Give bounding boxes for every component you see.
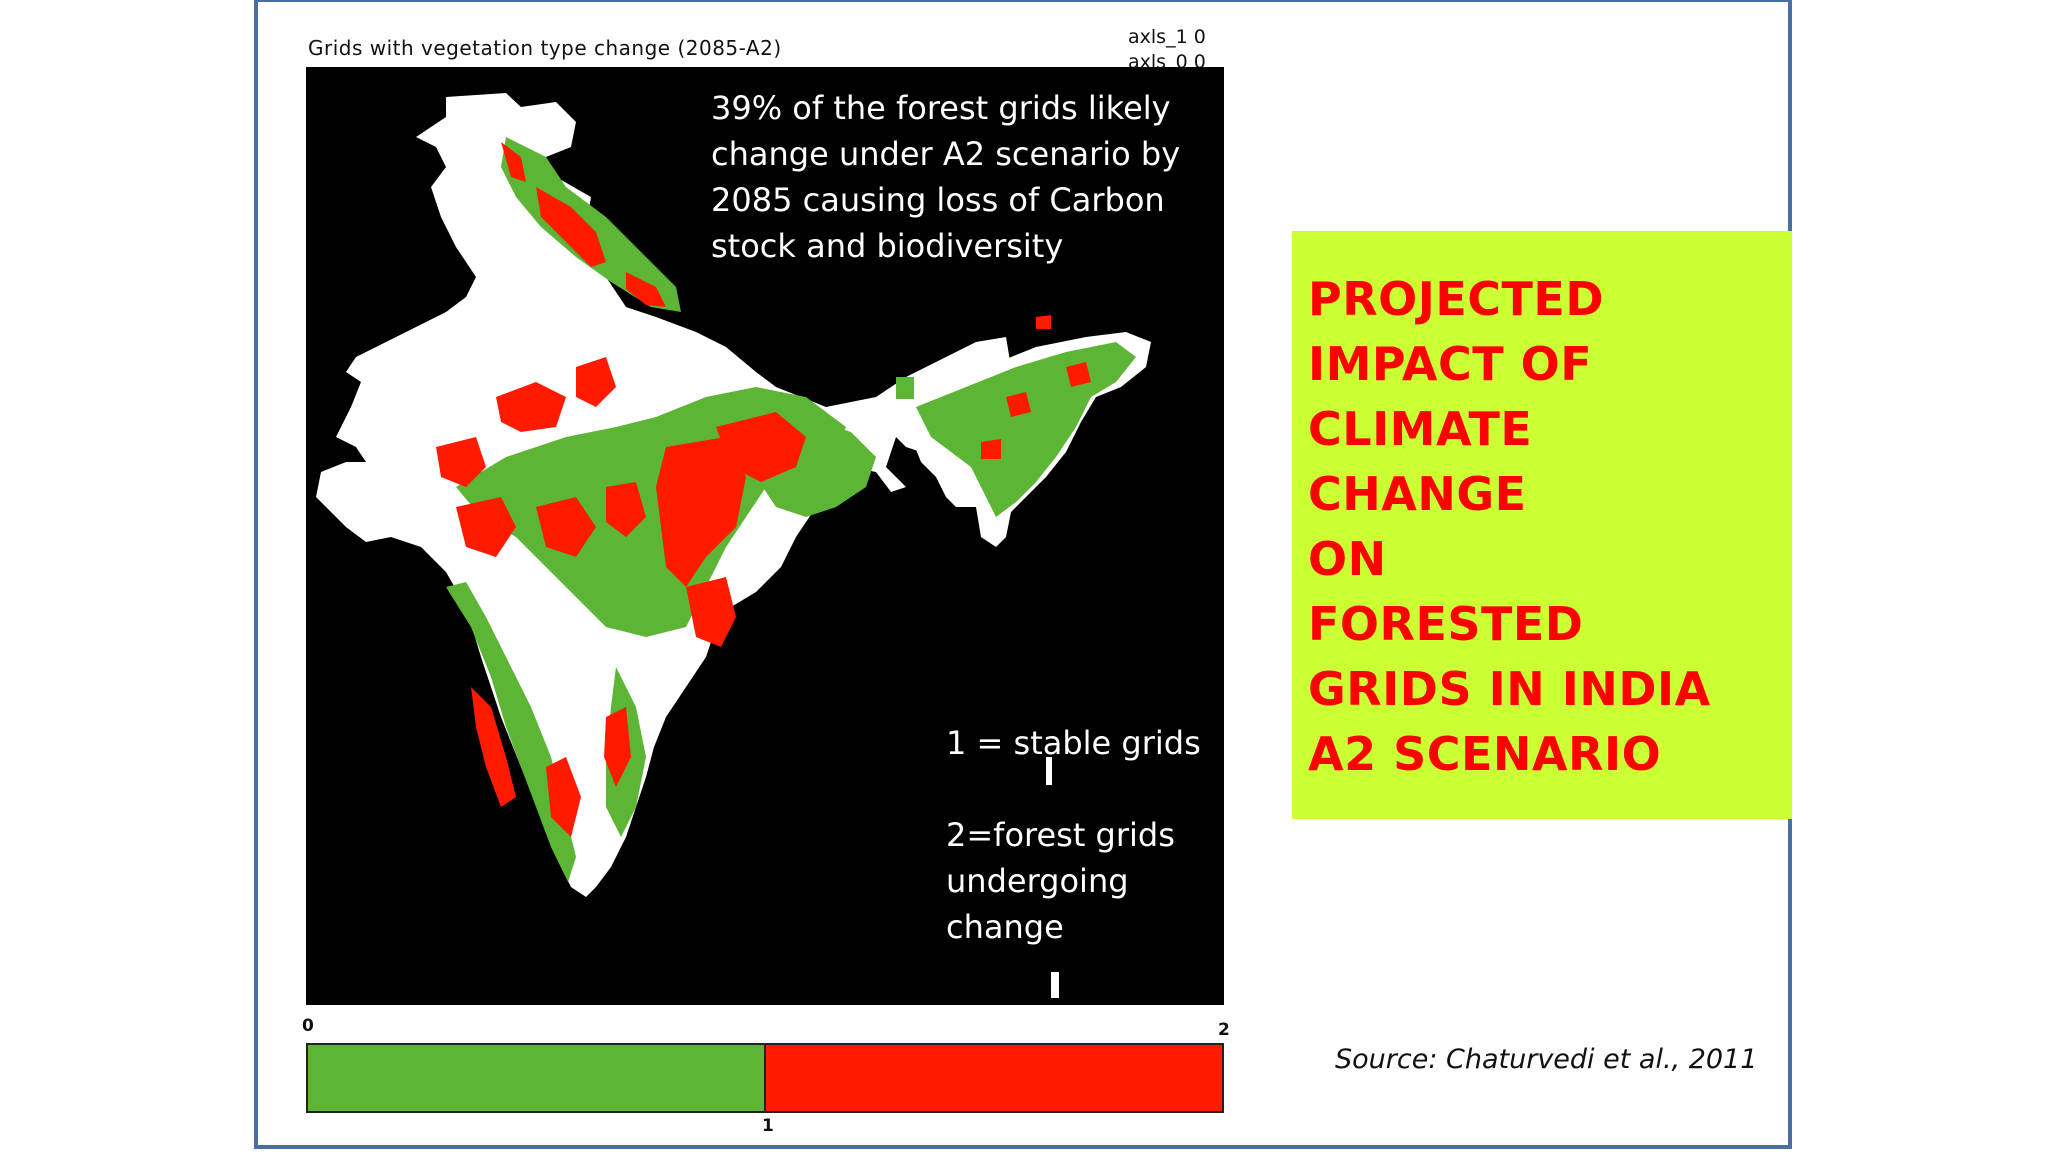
himalaya-green [501, 137, 681, 312]
island-2 [1051, 972, 1059, 998]
scale-tick-min: 0 [302, 1016, 314, 1036]
northeast-outlier [896, 377, 914, 399]
india-map-graphic [316, 93, 1151, 998]
central-red-4 [656, 437, 746, 587]
legend-key-stable: 1 = stable grids [946, 724, 1201, 762]
south-red-1 [546, 757, 581, 837]
central-red-6 [456, 497, 516, 557]
himalaya-red-3 [626, 272, 666, 307]
scale-change-segment [766, 1045, 1222, 1111]
scale-stable-segment [308, 1045, 766, 1111]
central-red-8 [606, 482, 646, 537]
central-red-3 [576, 357, 616, 407]
map-annotation: 39% of the forest grids likely change un… [711, 89, 1181, 265]
axis-label-2: axls_0 0 [1128, 51, 1206, 67]
northeast-red-2 [1066, 362, 1091, 387]
india-vegetation-map: 39% of the forest grids likely change un… [306, 67, 1224, 1005]
west-ghats-red [471, 687, 516, 807]
central-red-2 [496, 382, 566, 432]
central-red-5 [686, 577, 736, 647]
northeast-red-4 [1036, 315, 1051, 329]
northeast-red-3 [981, 439, 1001, 459]
legend-key-change: 2=forest grids undergoing change [946, 816, 1175, 946]
change-grid-patches [436, 142, 1091, 837]
axis-label-1: axls_1 0 [1128, 26, 1206, 48]
himalaya-red-2 [536, 187, 606, 267]
central-red-1 [436, 437, 486, 487]
color-scale-bar [306, 1043, 1224, 1113]
west-ghats-green [446, 582, 576, 882]
source-citation: Source: Chaturvedi et al., 2011 [1335, 1044, 1758, 1075]
map-title: Grids with vegetation type change (2085-… [308, 36, 782, 60]
callout-title: PROJECTED IMPACT OF CLIMATE CHANGE ON FO… [1308, 272, 1711, 781]
title-callout-box: PROJECTED IMPACT OF CLIMATE CHANGE ON FO… [1292, 231, 1792, 819]
scale-tick-mid: 1 [762, 1116, 774, 1136]
scale-tick-max: 2 [1218, 1020, 1230, 1040]
central-red-7 [536, 497, 596, 557]
northeast-red-1 [1006, 392, 1031, 417]
himalaya-red-1 [501, 142, 526, 182]
northeast-green [916, 342, 1136, 517]
south-red-2 [604, 707, 631, 787]
east-red [716, 412, 806, 482]
island-3 [1046, 757, 1052, 785]
